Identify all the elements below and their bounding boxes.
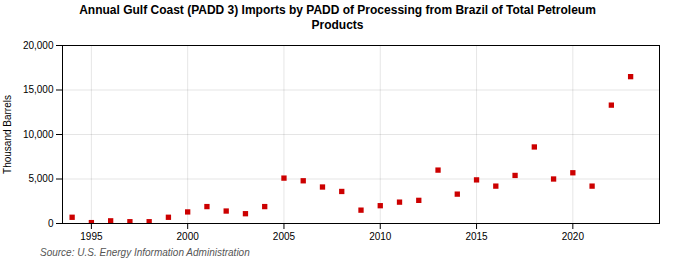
svg-text:2020: 2020 bbox=[562, 231, 585, 242]
svg-text:20,000: 20,000 bbox=[23, 40, 54, 51]
svg-text:10,000: 10,000 bbox=[23, 129, 54, 140]
svg-text:2010: 2010 bbox=[369, 231, 392, 242]
svg-text:Thousand Barrels: Thousand Barrels bbox=[2, 95, 13, 174]
svg-text:1995: 1995 bbox=[80, 231, 103, 242]
html-text:Source: U.S. Energy Informatio: Source: U.S. Energy Information Administ… bbox=[40, 247, 250, 258]
html-text:Annual Gulf Coast (PADD 3) Imp: Annual Gulf Coast (PADD 3) Imports by PA… bbox=[79, 3, 596, 32]
svg-text:2015: 2015 bbox=[465, 231, 488, 242]
svg-text:5,000: 5,000 bbox=[28, 173, 53, 184]
svg-text:2005: 2005 bbox=[273, 231, 296, 242]
svg-text:2000: 2000 bbox=[177, 231, 200, 242]
svg-text:0: 0 bbox=[48, 218, 54, 229]
svg-text:15,000: 15,000 bbox=[23, 84, 54, 95]
